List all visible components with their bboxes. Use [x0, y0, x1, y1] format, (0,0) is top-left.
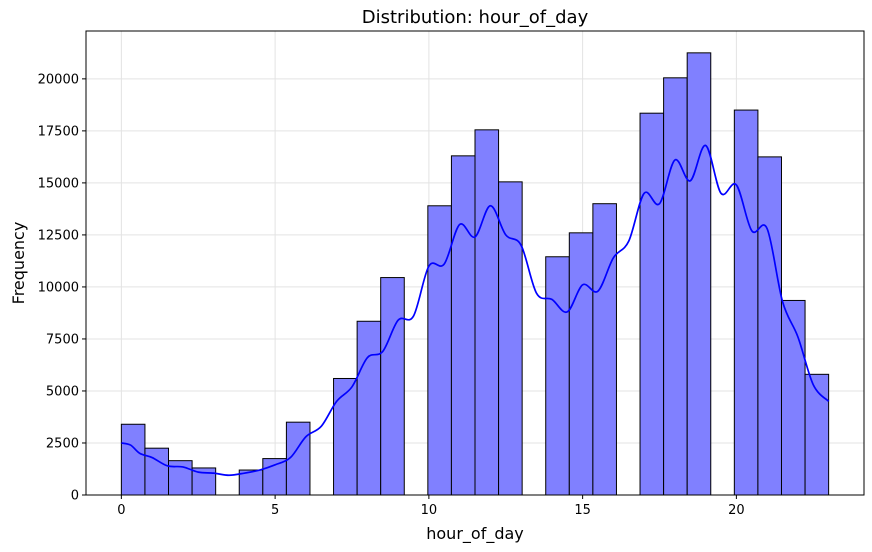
y-axis-ticks: 0 2500 5000 7500 10000 12500 15000 17500 20000: [38, 72, 86, 504]
x-tick-label: 0: [117, 503, 125, 518]
x-axis-label: hour_of_day: [426, 524, 524, 544]
x-axis-ticks: 0 5 10 15 20: [117, 495, 745, 518]
chart-title: Distribution: hour_of_day: [362, 7, 589, 28]
histogram-bar: [380, 277, 405, 496]
histogram-bar: [639, 112, 665, 496]
y-tick-label: 12500: [38, 228, 79, 243]
histogram-bar: [262, 458, 287, 496]
x-tick-label: 15: [574, 503, 591, 518]
histogram-bar: [804, 373, 830, 496]
histogram-bar: [474, 129, 500, 496]
histogram-bar: [356, 320, 382, 496]
y-tick-label: 0: [71, 489, 79, 504]
histogram-bar: [333, 377, 358, 496]
histogram-bar: [733, 109, 759, 496]
y-tick-label: 17500: [38, 124, 79, 139]
x-tick-label: 20: [728, 503, 745, 518]
x-tick-label: 5: [271, 503, 279, 518]
plot-frame: [85, 30, 865, 496]
y-tick-label: 20000: [38, 72, 79, 87]
histogram-bar: [427, 205, 452, 496]
histogram-bar: [545, 256, 570, 496]
histogram-bar: [592, 203, 617, 496]
histogram-bar: [780, 299, 806, 496]
y-tick-label: 2500: [46, 436, 79, 451]
y-axis-label: Frequency: [9, 222, 28, 305]
histogram-bar: [120, 423, 146, 496]
y-tick-label: 7500: [46, 332, 79, 347]
histogram-bar: [663, 77, 688, 496]
y-tick-label: 10000: [38, 280, 79, 295]
y-tick-label: 15000: [38, 176, 79, 191]
kde-curve: [121, 144, 830, 477]
histogram-bar: [450, 155, 476, 496]
y-tick-label: 5000: [46, 384, 79, 399]
histogram-bar: [144, 447, 170, 496]
histogram-bar: [757, 156, 782, 496]
histogram-bar: [686, 52, 712, 496]
histogram-bar: [568, 232, 594, 496]
histogram-bars: [120, 52, 830, 496]
x-tick-label: 10: [421, 503, 438, 518]
